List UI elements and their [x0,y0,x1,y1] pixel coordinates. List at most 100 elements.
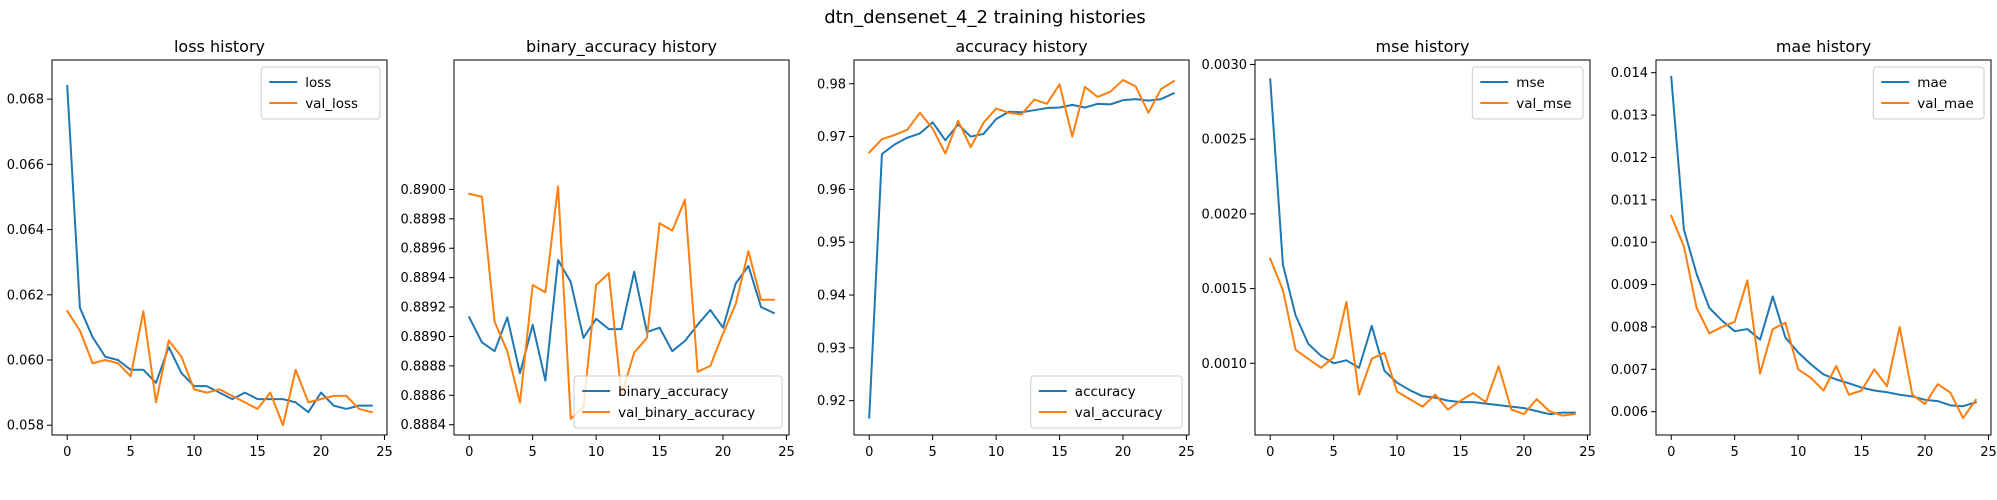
y-tick-label: 0.8894 [401,271,447,286]
x-tick-label: 25 [1178,445,1195,460]
chart-panel: mse history 0 5 10 15 20 25 0.0010 0.0015 0.0020 0… [1202,37,1596,460]
legend-box [1030,375,1183,429]
y-tick-label: 0.8898 [401,212,447,227]
y-tick-label: 0.066 [7,158,44,173]
y-tick-label: 0.006 [1611,405,1648,420]
y-tick-label: 0.013 [1611,109,1648,124]
x-tick-label: 0 [63,445,71,460]
x-tick-label: 15 [1051,445,1068,460]
legend-label-loss: loss [305,75,331,91]
chart-panel: accuracy history 0 5 10 15 20 25 0.92 0.93 0.94 0.… [817,37,1195,460]
x-tick-label: 15 [651,445,668,460]
legend-label-val_mae: val_mae [1917,96,1974,112]
x-tick-label: 10 [988,445,1005,460]
legend-box [1872,66,1985,120]
y-tick-label: 0.8896 [401,242,447,257]
y-tick-label: 0.014 [1611,66,1648,81]
y-tick-label: 0.93 [817,341,846,356]
axes-frame [453,59,790,436]
x-tick-label: 5 [929,445,937,460]
y-tick-label: 0.8892 [401,301,447,316]
y-tick-label: 0.92 [817,394,846,409]
y-tick-label: 0.011 [1611,193,1648,208]
chart-panel: loss history 0 5 10 15 20 25 0.058 0.060 0.062 0.0… [7,37,393,460]
x-tick-label: 10 [186,445,203,460]
legend-box [573,375,783,429]
legend: accuracy val_accuracy [1030,375,1183,429]
x-tick-label: 5 [1330,445,1338,460]
x-tick-label: 25 [1579,445,1596,460]
x-tick-label: 5 [127,445,135,460]
x-tick-label: 15 [249,445,266,460]
y-tick-label: 0.062 [7,288,44,303]
y-tick-label: 0.007 [1611,363,1648,378]
chart-panels: loss history 0 5 10 15 20 25 0.058 0.060 0.062 0.0… [7,37,1997,460]
legend-box [260,66,381,120]
y-tick-label: 0.0020 [1202,207,1248,222]
y-tick-label: 0.8890 [401,330,447,345]
x-tick-label: 15 [1853,445,1870,460]
chart-title: binary_accuracy history [526,37,717,57]
x-tick-label: 25 [1980,445,1997,460]
chart-title: accuracy history [955,37,1087,56]
chart-panel: mae history 0 5 10 15 20 25 0.006 0.007 0.008 0.00… [1611,37,1997,460]
series-group [1268,78,1576,417]
chart-title: mse history [1376,37,1470,56]
legend-label-val_accuracy: val_accuracy [1075,405,1163,421]
y-tick-label: 0.8884 [401,418,447,433]
x-tick-label: 5 [1731,445,1739,460]
legend-label-val_binary_accuracy: val_binary_accuracy [618,405,755,421]
series-line-mse [1269,78,1576,416]
series-line-val_mse [1268,257,1576,417]
y-tick-label: 0.8886 [401,389,447,404]
y-tick-label: 0.94 [817,289,846,304]
x-tick-label: 10 [1389,445,1406,460]
series-group [65,85,373,427]
y-tick-label: 0.0030 [1202,58,1248,73]
y-tick-label: 0.8900 [401,183,447,198]
x-tick-label: 20 [715,445,732,460]
legend: loss val_loss [260,66,381,120]
y-tick-label: 0.008 [1611,320,1648,335]
x-tick-label: 5 [529,445,537,460]
legend: binary_accuracy val_binary_accuracy [573,375,783,429]
x-tick-label: 20 [1516,445,1533,460]
figure-suptitle: dtn_densenet_4_2 training histories [824,7,1146,28]
x-tick-label: 20 [1115,445,1132,460]
legend-label-binary_accuracy: binary_accuracy [618,384,728,400]
y-tick-label: 0.96 [817,183,846,198]
chart-panel: binary_accuracy history 0 5 10 15 20 25 0.8884 0… [401,37,795,460]
legend-label-val_mse: val_mse [1516,96,1571,112]
legend-box [1471,66,1584,120]
series-group [1669,75,1978,420]
legend-label-accuracy: accuracy [1075,384,1136,400]
y-tick-label: 0.0025 [1202,133,1248,148]
axes-frame [1254,59,1591,436]
series-line-mae [1670,75,1978,408]
x-tick-label: 25 [778,445,795,460]
x-tick-label: 10 [1790,445,1807,460]
chart-title: loss history [174,37,265,56]
x-tick-label: 20 [313,445,330,460]
axes-frame [853,59,1190,436]
x-tick-label: 15 [1452,445,1469,460]
series-line-val_accuracy [867,79,1176,155]
y-tick-label: 0.97 [817,130,846,145]
legend-label-val_loss: val_loss [305,96,358,112]
series-group [867,79,1176,419]
series-line-loss [66,85,373,414]
series-line-binary_accuracy [467,259,776,382]
legend-label-mse: mse [1516,75,1545,91]
x-tick-label: 0 [465,445,473,460]
y-tick-label: 0.98 [817,77,846,92]
axes-frame [51,59,388,436]
y-tick-label: 0.064 [7,223,44,238]
y-tick-label: 0.009 [1611,278,1648,293]
y-tick-label: 0.95 [817,236,846,251]
y-tick-label: 0.010 [1611,236,1648,251]
series-line-val_mae [1669,214,1978,420]
x-tick-label: 25 [376,445,393,460]
y-tick-label: 0.012 [1611,151,1648,166]
y-tick-label: 0.058 [7,419,44,434]
